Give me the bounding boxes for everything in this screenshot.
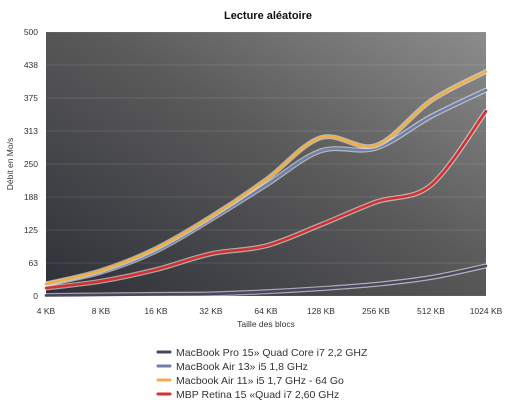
y-tick-label: 63	[29, 258, 39, 268]
y-axis-title: Débit en Mo/s	[5, 138, 15, 190]
x-tick-label: 4 KB	[37, 306, 56, 316]
x-tick-label: 8 KB	[92, 306, 111, 316]
plot-area	[46, 32, 486, 296]
x-tick-label: 128 KB	[307, 306, 335, 316]
x-axis-title: Taille des blocs	[237, 319, 295, 329]
legend-label: MacBook Pro 15» Quad Core i7 2,2 GHZ	[176, 347, 368, 359]
series-line-1	[44, 264, 488, 297]
y-tick-label: 313	[24, 126, 38, 136]
legend-label: MBP Retina 15 «Quad i7 2,60 GHz	[176, 389, 339, 401]
series-line-4	[44, 109, 488, 290]
y-tick-label: 375	[24, 93, 38, 103]
y-tick-label: 500	[24, 27, 38, 37]
x-tick-label: 32 KB	[199, 306, 222, 316]
series-lines	[43, 69, 489, 298]
legend-label: Macbook Air 11» i5 1,7 GHz - 64 Go	[176, 375, 344, 387]
x-tick-label: 64 KB	[254, 306, 277, 316]
y-axis-ticks: 0 63 125 188 250 313 375 438 500	[24, 27, 38, 301]
x-tick-label: 512 KB	[417, 306, 445, 316]
chart-title: Lecture aléatoire	[224, 10, 312, 22]
x-axis-ticks: 4 KB 8 KB 16 KB 32 KB 64 KB 128 KB 256 KB 512 K…	[37, 306, 503, 316]
y-tick-label: 250	[24, 159, 38, 169]
legend: MacBook Pro 15» Quad Core i7 2,2 GHZ MacB…	[156, 347, 368, 401]
y-tick-label: 188	[24, 192, 38, 202]
series-line-3	[44, 70, 488, 286]
legend-label: MacBook Air 13» i5 1,8 GHz	[176, 361, 308, 373]
x-tick-label: 1024 KB	[470, 306, 503, 316]
y-tick-label: 438	[24, 60, 38, 70]
y-tick-label: 125	[24, 225, 38, 235]
x-tick-label: 16 KB	[144, 306, 167, 316]
y-tick-label: 0	[33, 291, 38, 301]
x-tick-label: 256 KB	[362, 306, 390, 316]
